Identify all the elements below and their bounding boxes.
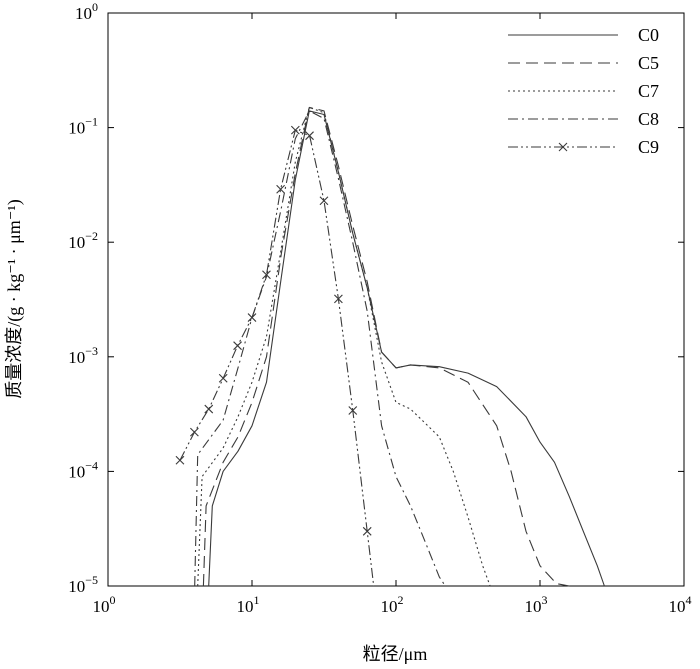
legend-label-c5: C5 [638,53,659,73]
x-tick-label: 103 [525,593,548,616]
legend-label-c8: C8 [638,109,659,129]
y-axis-ticks: 100 10−1 10−2 10−3 10−4 10−5 [68,0,684,596]
series-line-c0 [208,110,605,587]
y-axis-title: 质量浓度/(g · kg⁻¹ · μm⁻¹) [4,199,25,398]
x-tick-label: 100 [93,593,116,616]
legend-label-c7: C7 [638,81,659,101]
y-tick-label: 10−4 [68,458,98,481]
legend-marker-c9 [558,142,568,152]
series-marker-c9 [276,184,285,194]
series-marker-c9 [362,526,372,536]
series-marker-c9 [247,313,257,322]
y-tick-label: 100 [75,0,98,23]
series-line-c5 [202,106,570,587]
series-marker-c9 [333,294,343,304]
plot-frame [107,12,685,587]
series-marker-c9 [218,373,228,383]
series-marker-c9 [348,406,358,415]
x-axis-ticks: 100 101 102 103 104 [93,13,692,616]
series-marker-c9 [290,125,300,135]
series-marker-c9 [319,196,329,206]
legend: C0 C5 C7 C8 C9 [508,25,659,157]
x-tick-label: 104 [669,593,692,616]
y-tick-label: 10−2 [68,229,98,252]
series-line-c8 [194,110,446,587]
series-marker-c9 [204,404,214,414]
series-line-c7 [197,106,491,587]
series-marker-c9 [175,455,185,465]
series-marker-c9 [189,427,199,437]
legend-label-c0: C0 [638,25,659,45]
series-layer [175,106,605,587]
series-line-c9 [179,129,375,587]
y-tick-label: 10−3 [68,344,98,367]
series-marker-c9 [233,341,242,351]
series-marker-c9 [262,270,271,280]
legend-label-c9: C9 [638,137,659,157]
y-tick-label: 10−1 [68,115,98,138]
x-tick-label: 101 [237,593,260,616]
y-tick-label: 10−5 [68,573,98,596]
x-axis-title: 粒径/μm [363,644,428,664]
x-tick-label: 102 [381,593,404,616]
series-marker-c9 [305,131,314,141]
